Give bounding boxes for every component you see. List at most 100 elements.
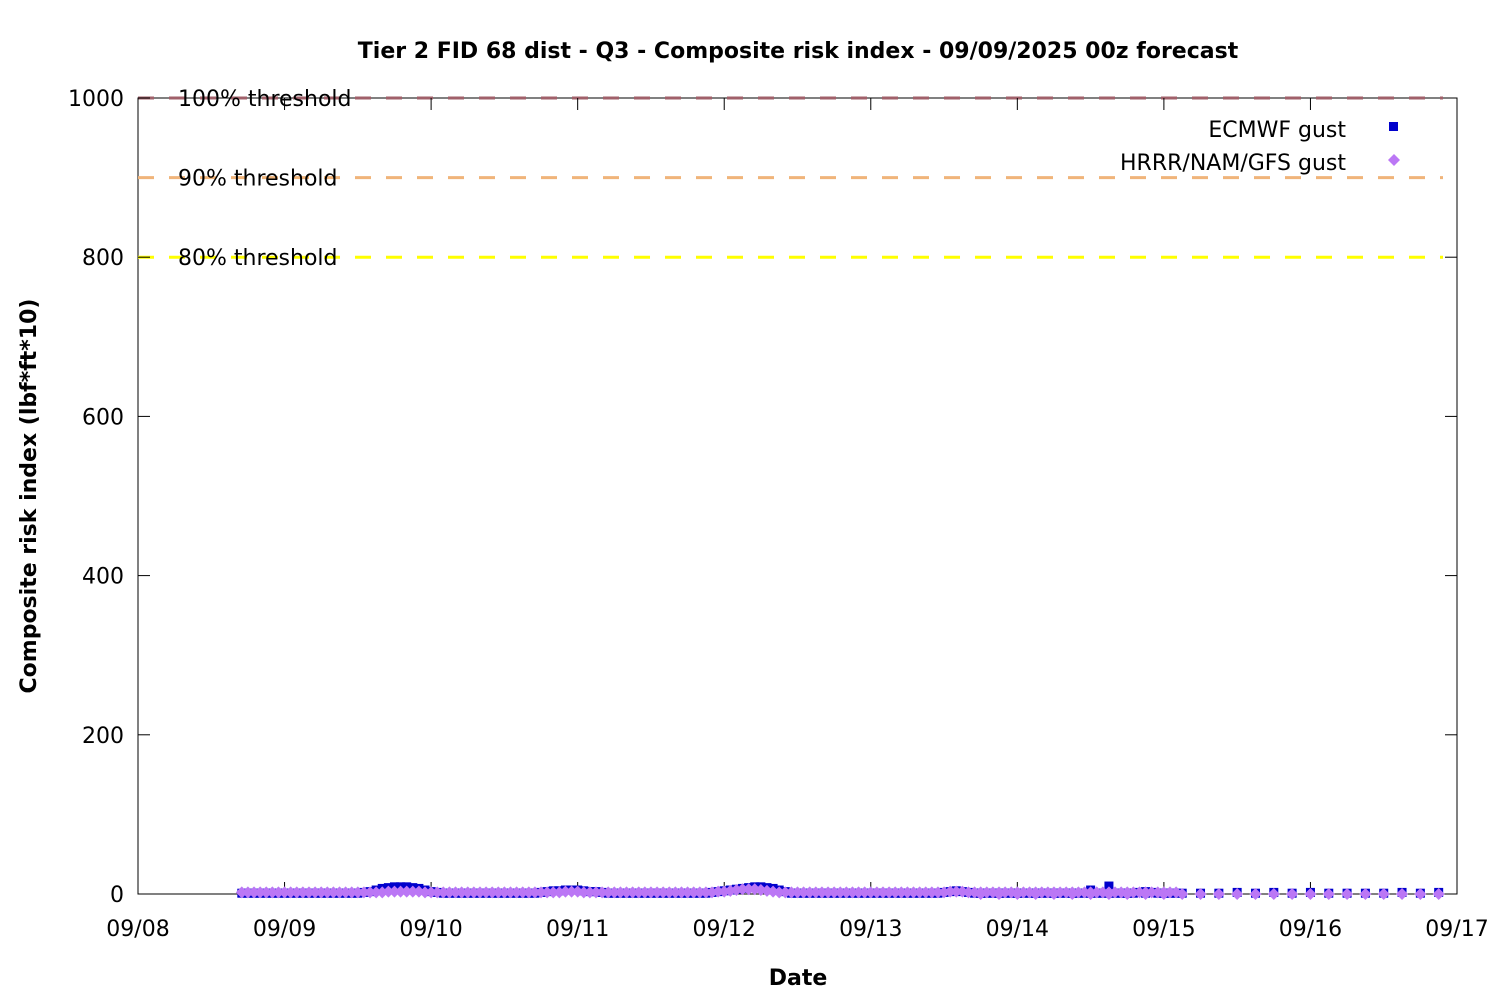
x-tick-label: 09/10 xyxy=(399,917,462,942)
data-point-hrrr-nam-gfs xyxy=(394,885,407,898)
data-point-hrrr-nam-gfs xyxy=(504,886,517,899)
data-point-hrrr-nam-gfs xyxy=(840,886,853,899)
data-point-hrrr-nam-gfs xyxy=(846,886,859,899)
y-axis-label: Composite risk index (lbf*ft*10) xyxy=(17,299,42,694)
data-point-hrrr-nam-gfs xyxy=(388,885,401,898)
data-point-hrrr-nam-gfs xyxy=(516,886,529,899)
axis-ticks: 0 200 400 600 800 1000 09/08 09/09 09/10 09/11 09/… xyxy=(68,87,1489,942)
data-point-hrrr-nam-gfs xyxy=(1231,888,1244,900)
data-point-hrrr-nam-gfs xyxy=(993,888,1006,900)
data-point-hrrr-nam-gfs xyxy=(248,886,261,899)
data-point-hrrr-nam-gfs xyxy=(272,886,285,899)
data-point-hrrr-nam-gfs xyxy=(260,886,273,899)
data-point-hrrr-nam-gfs xyxy=(1249,888,1262,900)
y-tick-label: 1000 xyxy=(68,87,124,112)
data-point-hrrr-nam-gfs xyxy=(327,886,340,899)
data-point-hrrr-nam-gfs xyxy=(461,886,474,899)
data-point-hrrr-nam-gfs xyxy=(455,886,468,899)
data-point-hrrr-nam-gfs xyxy=(278,886,291,899)
x-tick-label: 09/14 xyxy=(986,917,1049,942)
data-point-hrrr-nam-gfs xyxy=(803,886,816,899)
data-point-hrrr-nam-gfs xyxy=(528,886,541,899)
data-point-hrrr-nam-gfs xyxy=(638,886,651,899)
data-point-hrrr-nam-gfs xyxy=(950,885,963,898)
data-point-hrrr-nam-gfs xyxy=(1377,888,1390,900)
y-tick-label: 400 xyxy=(82,565,124,590)
data-point-hrrr-nam-gfs xyxy=(1341,888,1354,900)
data-point-hrrr-nam-gfs xyxy=(1414,888,1427,900)
data-point-hrrr-nam-gfs xyxy=(1011,888,1024,900)
data-point-hrrr-nam-gfs xyxy=(742,883,755,896)
data-point-hrrr-nam-gfs xyxy=(284,886,297,899)
data-point-hrrr-nam-gfs xyxy=(657,886,670,899)
data-point-hrrr-nam-gfs xyxy=(1286,888,1299,900)
data-point-hrrr-nam-gfs xyxy=(345,886,358,899)
x-tick-label: 09/17 xyxy=(1425,917,1488,942)
legend: ECMWF gust HRRR/NAM/GFS gust xyxy=(1120,118,1400,176)
data-point-hrrr-nam-gfs xyxy=(443,886,456,899)
data-point-hrrr-nam-gfs xyxy=(425,886,438,899)
data-point-hrrr-nam-gfs xyxy=(1359,888,1372,900)
data-point-hrrr-nam-gfs xyxy=(974,888,987,900)
data-point-hrrr-nam-gfs xyxy=(822,886,835,899)
data-point-hrrr-nam-gfs xyxy=(651,886,664,899)
data-point-hrrr-nam-gfs xyxy=(736,883,749,896)
data-point-hrrr-nam-gfs xyxy=(1066,888,1079,900)
data-point-hrrr-nam-gfs xyxy=(773,886,786,899)
data-point-hrrr-nam-gfs xyxy=(589,886,602,899)
x-tick-label: 09/12 xyxy=(693,917,756,942)
data-point-hrrr-nam-gfs xyxy=(290,886,303,899)
data-point-hrrr-nam-gfs xyxy=(602,886,615,899)
data-point-hrrr-nam-gfs xyxy=(357,886,370,899)
data-point-hrrr-nam-gfs xyxy=(565,885,578,898)
data-point-hrrr-nam-gfs xyxy=(309,886,322,899)
data-point-hrrr-nam-gfs xyxy=(925,886,938,899)
y-tick-label: 200 xyxy=(82,724,124,749)
data-point-hrrr-nam-gfs xyxy=(632,886,645,899)
x-tick-label: 09/15 xyxy=(1132,917,1195,942)
data-point-hrrr-nam-gfs xyxy=(235,886,248,899)
data-point-hrrr-nam-gfs xyxy=(809,886,822,899)
y-tick-label: 0 xyxy=(110,883,124,908)
data-point-hrrr-nam-gfs xyxy=(449,886,462,899)
data-point-hrrr-nam-gfs xyxy=(791,886,804,899)
data-point-hrrr-nam-gfs xyxy=(437,886,450,899)
data-point-hrrr-nam-gfs xyxy=(370,886,383,899)
data-point-hrrr-nam-gfs xyxy=(895,886,908,899)
data-point-hrrr-nam-gfs xyxy=(321,886,334,899)
data-point-hrrr-nam-gfs xyxy=(870,886,883,899)
x-tick-label: 09/13 xyxy=(839,917,902,942)
data-point-hrrr-nam-gfs xyxy=(620,886,633,899)
data-point-hrrr-nam-gfs xyxy=(266,886,279,899)
data-point-hrrr-nam-gfs xyxy=(907,886,920,899)
data-point-hrrr-nam-gfs xyxy=(241,886,254,899)
legend-label-ecmwf: ECMWF gust xyxy=(1208,118,1346,143)
data-point-hrrr-nam-gfs xyxy=(876,886,889,899)
data-point-hrrr-nam-gfs xyxy=(962,886,975,899)
data-point-hrrr-nam-gfs xyxy=(852,886,865,899)
data-point-hrrr-nam-gfs xyxy=(382,885,395,898)
data-point-hrrr-nam-gfs xyxy=(864,886,877,899)
data-point-hrrr-nam-gfs xyxy=(608,886,621,899)
data-point-hrrr-nam-gfs xyxy=(1212,888,1225,900)
data-point-hrrr-nam-gfs xyxy=(351,886,364,899)
data-point-hrrr-nam-gfs xyxy=(712,885,725,898)
data-point-hrrr-nam-gfs xyxy=(614,886,627,899)
threshold-label-800: 80% threshold xyxy=(178,246,338,271)
data-point-hrrr-nam-gfs xyxy=(498,886,511,899)
data-point-hrrr-nam-gfs xyxy=(644,886,657,899)
threshold-label-900: 90% threshold xyxy=(178,167,338,192)
legend-marker-hrrr-nam-gfs xyxy=(1388,154,1400,166)
series-hrrr-nam-gfs xyxy=(235,883,1445,900)
data-point-hrrr-nam-gfs xyxy=(296,886,309,899)
y-tick-label: 800 xyxy=(82,246,124,271)
data-point-hrrr-nam-gfs xyxy=(1194,888,1207,900)
data-point-hrrr-nam-gfs xyxy=(1267,888,1280,900)
data-point-hrrr-nam-gfs xyxy=(1322,888,1335,900)
data-point-hrrr-nam-gfs xyxy=(333,886,346,899)
data-point-hrrr-nam-gfs xyxy=(913,886,926,899)
data-point-hrrr-nam-gfs xyxy=(901,886,914,899)
x-axis-label: Date xyxy=(769,966,828,991)
data-series xyxy=(235,881,1445,900)
